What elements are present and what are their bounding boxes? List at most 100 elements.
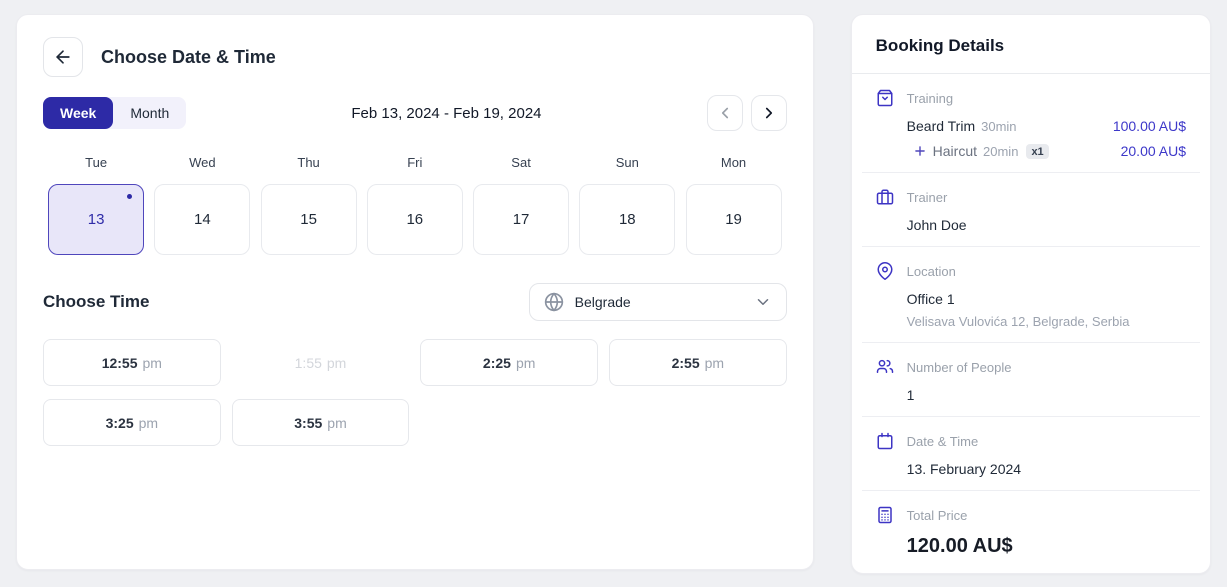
shopping-bag-icon xyxy=(876,89,894,107)
slot-time: 12:55 xyxy=(101,354,138,371)
booking-details-title: Booking Details xyxy=(875,36,1005,55)
addon-duration: 20min xyxy=(983,143,1019,159)
weekday-header-row: Tue Wed Thu Fri Sat Sun Mon xyxy=(43,155,787,170)
weekday-label: Tue xyxy=(85,155,108,170)
slot-meridiem: pm xyxy=(515,354,536,371)
slot-meridiem: pm xyxy=(327,414,347,431)
weekday-label: Sat xyxy=(511,155,531,170)
service-name: Beard Trim xyxy=(906,118,976,134)
page-title: Choose Date & Time xyxy=(101,46,276,67)
slot-meridiem: pm xyxy=(138,414,159,431)
time-slot-disabled: 1:55 pm xyxy=(231,339,410,386)
panel-header: Choose Date & Time xyxy=(43,37,787,77)
day-cells-row: 13 14 15 16 17 18 19 xyxy=(43,184,787,255)
slot-meridiem: pm xyxy=(704,354,725,371)
section-label: Training xyxy=(906,90,954,106)
time-slot[interactable]: 3:55 pm xyxy=(231,399,410,446)
weekday-label: Thu xyxy=(297,155,320,170)
chevron-right-icon xyxy=(760,104,778,122)
slot-time: 3:25 xyxy=(105,414,134,431)
day-cell[interactable]: 18 xyxy=(579,184,676,255)
booking-details-panel: Booking Details Training Beard Trim 30mi… xyxy=(850,14,1211,574)
trainer-name: John Doe xyxy=(906,217,967,233)
selected-date: 13. February 2024 xyxy=(906,461,1022,477)
section-label: Trainer xyxy=(906,189,948,205)
section-label: Location xyxy=(906,263,956,279)
calculator-icon xyxy=(876,506,894,524)
section-people: Number of People 1 xyxy=(861,343,1200,417)
day-cell[interactable]: 16 xyxy=(366,184,463,255)
date-time-panel: Choose Date & Time Week Month Feb 13, 20… xyxy=(16,14,814,570)
section-datetime: Date & Time 13. February 2024 xyxy=(861,417,1200,491)
weekday-label: Sun xyxy=(615,155,639,170)
map-pin-icon xyxy=(876,262,894,280)
section-label: Number of People xyxy=(906,359,1012,375)
section-total-price: Total Price 120.00 AU$ xyxy=(862,491,1200,571)
timezone-value: Belgrade xyxy=(574,294,631,310)
day-number: 16 xyxy=(406,211,424,228)
weekday-label: Fri xyxy=(407,155,423,170)
next-week-button[interactable] xyxy=(750,95,787,131)
day-number: 18 xyxy=(618,211,636,228)
location-name: Office 1 xyxy=(906,291,955,307)
week-navigation xyxy=(706,95,787,131)
time-slots-grid: 12:55 pm 1:55 pm 2:25 pm 2:55 pm 3:25 pm 3:55… xyxy=(43,339,787,446)
slot-time: 1:55 xyxy=(294,354,322,371)
back-button[interactable] xyxy=(43,37,83,77)
day-number: 15 xyxy=(300,211,317,228)
slot-time: 3:55 xyxy=(294,414,323,431)
slot-meridiem: pm xyxy=(326,354,347,371)
arrow-left-icon xyxy=(53,47,73,67)
slot-time: 2:55 xyxy=(671,354,700,371)
time-slot[interactable]: 2:55 pm xyxy=(608,339,787,386)
service-price: 100.00 AU$ xyxy=(1112,118,1186,134)
day-number: 14 xyxy=(194,211,211,228)
addon-quantity-badge: x1 xyxy=(1026,143,1049,159)
section-training: Training Beard Trim 30min 100.00 AU$ Hai… xyxy=(861,74,1200,173)
day-cell[interactable]: 17 xyxy=(473,184,570,255)
slot-meridiem: pm xyxy=(142,354,162,371)
month-toggle-button[interactable]: Month xyxy=(113,97,186,129)
day-number: 13 xyxy=(87,211,105,228)
addon-name: Haircut xyxy=(932,143,978,159)
service-duration: 30min xyxy=(981,118,1017,134)
view-toggle: Week Month xyxy=(43,97,187,129)
timezone-select[interactable]: Belgrade xyxy=(528,283,787,321)
weekday-label: Wed xyxy=(189,155,216,170)
users-icon xyxy=(876,358,894,376)
people-count: 1 xyxy=(906,387,915,403)
section-trainer: Trainer John Doe xyxy=(861,173,1200,247)
time-slot[interactable]: 2:25 pm xyxy=(420,339,598,386)
day-number: 17 xyxy=(512,211,530,228)
total-price-value: 120.00 AU$ xyxy=(906,535,1013,557)
service-row: Beard Trim 30min 100.00 AU$ xyxy=(907,118,1186,134)
day-number: 19 xyxy=(725,211,742,228)
slot-time: 2:25 xyxy=(482,354,511,371)
location-address: Velisava Vulovića 12, Belgrade, Serbia xyxy=(906,314,1130,329)
weekday-label: Mon xyxy=(720,155,747,170)
day-cell-selected[interactable]: 13 xyxy=(48,184,145,255)
globe-icon xyxy=(544,292,564,312)
addon-price: 20.00 AU$ xyxy=(1120,143,1186,159)
week-toggle-button[interactable]: Week xyxy=(43,97,114,129)
plus-icon xyxy=(913,144,927,158)
section-label: Total Price xyxy=(906,507,968,523)
availability-dot-icon xyxy=(127,194,133,199)
day-cell[interactable]: 19 xyxy=(685,184,782,255)
booking-details-header: Booking Details xyxy=(851,15,1210,74)
day-cell[interactable]: 15 xyxy=(260,184,357,255)
date-range-label: Feb 13, 2024 - Feb 19, 2024 xyxy=(351,104,542,122)
previous-week-button[interactable] xyxy=(706,95,743,131)
section-label: Date & Time xyxy=(906,433,979,449)
choose-time-title: Choose Time xyxy=(43,292,150,311)
calendar-icon xyxy=(876,432,894,450)
day-cell[interactable]: 14 xyxy=(154,184,251,255)
time-slot[interactable]: 12:55 pm xyxy=(43,339,221,386)
chevron-down-icon xyxy=(754,293,772,311)
time-slot[interactable]: 3:25 pm xyxy=(43,399,221,446)
choose-time-header: Choose Time Belgrade xyxy=(43,283,787,321)
briefcase-icon xyxy=(876,188,894,206)
calendar-controls: Week Month Feb 13, 2024 - Feb 19, 2024 xyxy=(43,95,787,131)
chevron-left-icon xyxy=(716,104,734,122)
section-location: Location Office 1 Velisava Vulovića 12, … xyxy=(861,247,1200,343)
